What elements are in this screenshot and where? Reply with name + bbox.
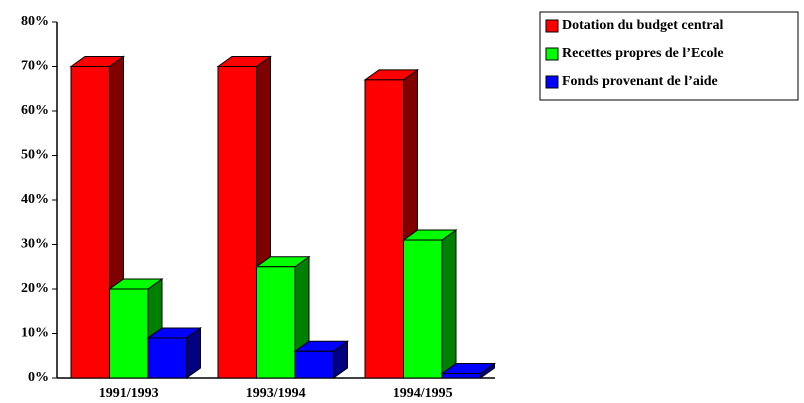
legend-label: Fonds provenant de l’aide <box>562 74 718 89</box>
bar-front <box>217 66 257 379</box>
legend-label: Dotation du budget central <box>562 18 724 33</box>
bar-front <box>256 266 296 379</box>
bar-front <box>403 239 443 379</box>
y-tick-label: 0% <box>28 370 49 385</box>
y-tick-label: 10% <box>21 326 49 341</box>
bar-front <box>109 288 149 379</box>
bar-front <box>441 373 481 379</box>
bar <box>440 362 497 379</box>
bar-front <box>70 66 110 379</box>
legend-swatch <box>545 75 559 89</box>
y-tick-label: 60% <box>21 103 49 118</box>
x-tick-label: 1991/1993 <box>99 386 159 401</box>
y-tick-label: 50% <box>21 148 49 163</box>
y-tick-label: 30% <box>21 237 49 252</box>
bar <box>401 229 458 379</box>
bar <box>293 340 350 379</box>
x-tick-label: 1994/1995 <box>393 386 453 401</box>
legend-box <box>539 11 799 101</box>
y-tick-label: 80% <box>21 14 49 29</box>
y-tick-label: 40% <box>21 192 49 207</box>
x-tick-label: 1993/1994 <box>246 386 306 401</box>
bar-side <box>441 229 457 379</box>
bar-front <box>294 350 334 379</box>
legend-swatch <box>545 47 559 61</box>
bar-front <box>147 337 187 379</box>
bar <box>146 326 203 379</box>
bar-front <box>364 79 404 379</box>
legend-swatch <box>545 19 559 33</box>
y-tick-label: 20% <box>21 281 49 296</box>
legend-label: Recettes propres de l’Ecole <box>562 46 724 61</box>
y-tick-label: 70% <box>21 59 49 74</box>
